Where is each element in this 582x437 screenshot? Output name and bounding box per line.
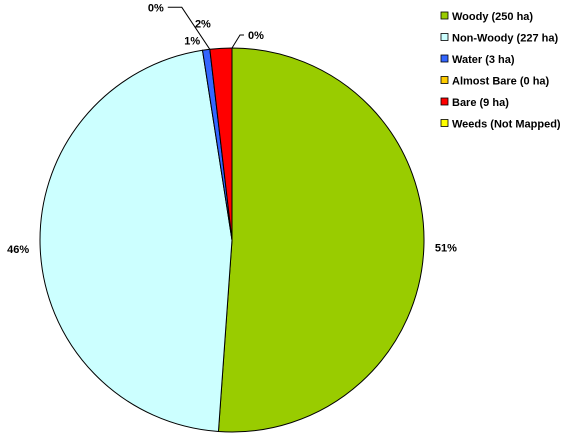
data-label-water: 1% [184,36,200,48]
legend-label-weeds: Weeds (Not Mapped) [452,119,561,131]
leader-line-weeds [231,34,244,49]
pie-slice-bare [209,47,233,241]
legend-swatch-woody [440,11,449,20]
leader-line-almost-bare [167,6,211,50]
legend-label-woody: Woody (250 ha) [452,11,533,23]
pie-slice-woody [217,47,425,433]
pie-slice-non-woody [39,49,233,433]
leader-lines [167,6,244,50]
legend-label-bare: Bare (9 ha) [452,97,509,109]
legend-label-non-woody: Non-Woody (227 ha) [452,33,558,45]
data-label-weeds: 0% [248,30,264,42]
data-label-bare: 2% [195,18,211,30]
data-label-woody: 51% [435,243,457,255]
legend-swatch-weeds [440,119,449,127]
legend-swatch-water [440,54,449,63]
legend-swatch-non-woody [440,33,449,41]
legend-swatch-bare [440,97,449,106]
data-label-non-woody: 46% [7,244,29,256]
legend-swatch-almost-bare [440,76,449,84]
legend: Woody (250 ha) Non-Woody (227 ha) Water (3… [440,11,561,131]
legend-label-almost-bare: Almost Bare (0 ha) [452,76,550,88]
pie-slices [39,47,425,433]
pie-labels: 51% 46% 1% 0% 2% 0% [7,2,457,256]
data-label-almost-bare: 0% [148,2,164,14]
legend-label-water: Water (3 ha) [452,54,515,66]
